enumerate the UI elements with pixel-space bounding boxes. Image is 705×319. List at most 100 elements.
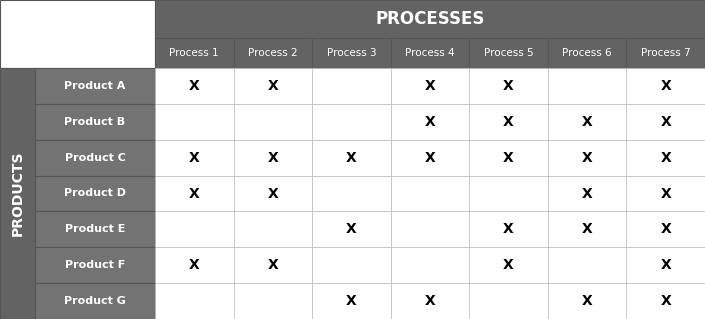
- Text: X: X: [661, 151, 671, 165]
- Bar: [470, 140, 548, 175]
- Bar: [627, 175, 705, 211]
- Bar: [470, 68, 548, 104]
- Bar: [155, 140, 233, 175]
- Bar: [312, 247, 391, 283]
- Bar: [35, 247, 155, 283]
- Text: X: X: [582, 222, 592, 236]
- Bar: [470, 175, 548, 211]
- Text: X: X: [267, 187, 278, 201]
- Text: Product F: Product F: [65, 260, 125, 270]
- Text: X: X: [582, 187, 592, 201]
- Text: X: X: [661, 222, 671, 236]
- Bar: [155, 175, 233, 211]
- Bar: [627, 38, 705, 68]
- Text: X: X: [346, 294, 357, 308]
- Bar: [35, 104, 155, 140]
- Text: X: X: [189, 258, 200, 272]
- Text: X: X: [189, 151, 200, 165]
- Text: X: X: [424, 294, 436, 308]
- Bar: [312, 104, 391, 140]
- Text: X: X: [582, 151, 592, 165]
- Bar: [312, 175, 391, 211]
- Bar: [155, 68, 233, 104]
- Bar: [233, 68, 312, 104]
- Text: X: X: [661, 115, 671, 129]
- Bar: [391, 211, 470, 247]
- Text: X: X: [424, 79, 436, 93]
- Text: X: X: [661, 294, 671, 308]
- Text: X: X: [582, 115, 592, 129]
- Bar: [155, 283, 233, 319]
- Text: X: X: [424, 115, 436, 129]
- Text: Product A: Product A: [64, 81, 125, 91]
- Text: Process 6: Process 6: [563, 48, 612, 58]
- Text: Product D: Product D: [64, 189, 126, 198]
- Text: X: X: [582, 294, 592, 308]
- Text: Process 7: Process 7: [641, 48, 690, 58]
- Text: X: X: [424, 151, 436, 165]
- Text: X: X: [267, 258, 278, 272]
- Bar: [35, 175, 155, 211]
- Bar: [312, 68, 391, 104]
- Text: X: X: [346, 151, 357, 165]
- Bar: [35, 68, 155, 104]
- Bar: [627, 104, 705, 140]
- Bar: [548, 38, 627, 68]
- Text: Process 1: Process 1: [169, 48, 219, 58]
- Bar: [391, 247, 470, 283]
- Text: Product C: Product C: [65, 153, 125, 163]
- Bar: [548, 247, 627, 283]
- Bar: [233, 38, 312, 68]
- Text: X: X: [661, 79, 671, 93]
- Text: X: X: [661, 258, 671, 272]
- Bar: [548, 140, 627, 175]
- Bar: [0, 68, 35, 319]
- Text: X: X: [503, 151, 514, 165]
- Bar: [312, 38, 391, 68]
- Text: Product B: Product B: [64, 117, 125, 127]
- Bar: [470, 211, 548, 247]
- Bar: [233, 104, 312, 140]
- Bar: [470, 38, 548, 68]
- Text: X: X: [267, 79, 278, 93]
- Bar: [35, 211, 155, 247]
- Bar: [312, 211, 391, 247]
- Text: X: X: [189, 187, 200, 201]
- Text: X: X: [503, 258, 514, 272]
- Bar: [627, 247, 705, 283]
- Bar: [548, 175, 627, 211]
- Bar: [548, 211, 627, 247]
- Bar: [35, 140, 155, 175]
- Bar: [470, 104, 548, 140]
- Bar: [233, 175, 312, 211]
- Bar: [391, 140, 470, 175]
- Text: Process 3: Process 3: [326, 48, 376, 58]
- Text: Process 5: Process 5: [484, 48, 534, 58]
- Text: X: X: [503, 222, 514, 236]
- Text: Process 4: Process 4: [405, 48, 455, 58]
- Bar: [627, 283, 705, 319]
- Bar: [233, 140, 312, 175]
- Bar: [627, 211, 705, 247]
- Text: X: X: [503, 79, 514, 93]
- Text: Product E: Product E: [65, 224, 125, 234]
- Text: X: X: [503, 115, 514, 129]
- Bar: [0, 0, 155, 68]
- Text: X: X: [189, 79, 200, 93]
- Bar: [155, 211, 233, 247]
- Bar: [312, 140, 391, 175]
- Bar: [155, 38, 233, 68]
- Bar: [470, 247, 548, 283]
- Text: Product G: Product G: [64, 296, 126, 306]
- Text: X: X: [267, 151, 278, 165]
- Bar: [391, 68, 470, 104]
- Bar: [548, 283, 627, 319]
- Bar: [233, 247, 312, 283]
- Bar: [155, 247, 233, 283]
- Bar: [233, 211, 312, 247]
- Bar: [35, 283, 155, 319]
- Bar: [548, 68, 627, 104]
- Text: Process 2: Process 2: [248, 48, 298, 58]
- Bar: [548, 104, 627, 140]
- Bar: [155, 104, 233, 140]
